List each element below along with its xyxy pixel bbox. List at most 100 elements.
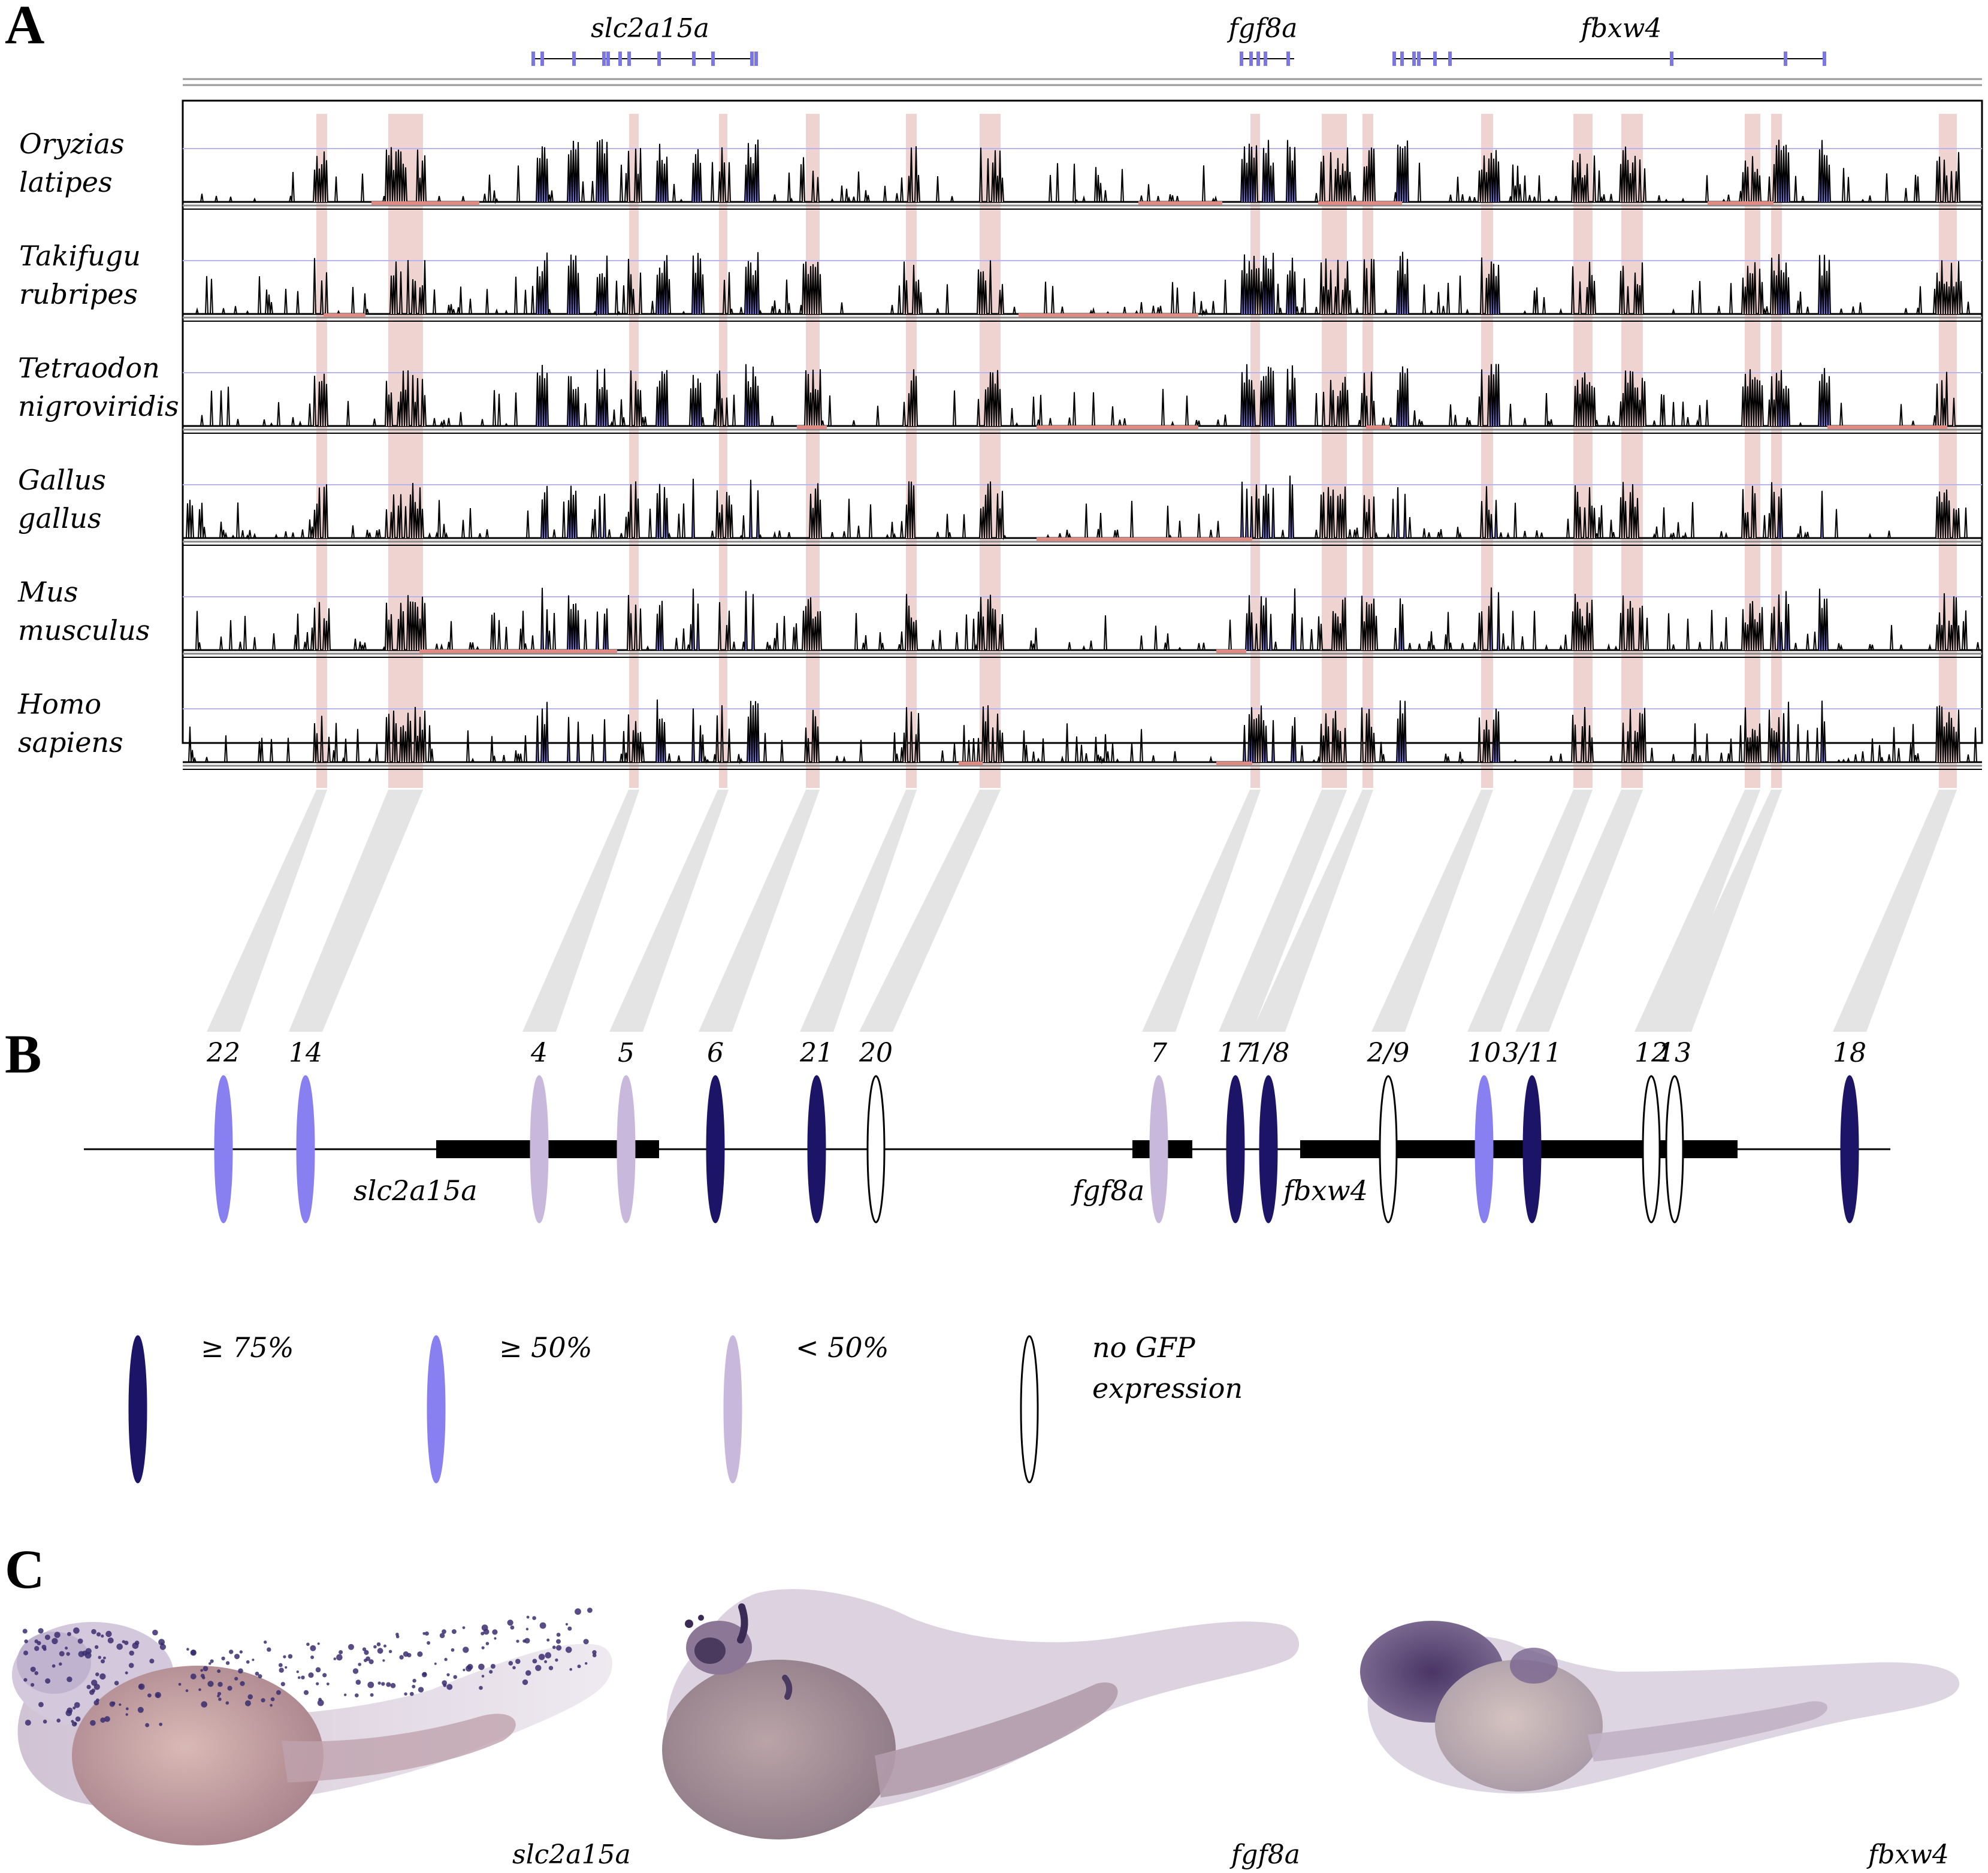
conserved-column	[1322, 114, 1347, 788]
embryo-fgf8a-image	[662, 1589, 1300, 1839]
alignment-connector	[800, 790, 917, 1032]
species-name-line2: musculus	[18, 614, 150, 647]
alignment-connector	[289, 790, 423, 1032]
gene-label-fbxw4: fbxw4	[1579, 13, 1662, 44]
gene-label-fgf8a: fgf8a	[1227, 13, 1298, 44]
vista-plot-panel: slc2a15a fgf8a fbxw4 Oryzias latipes Takifugu…	[17, 13, 1983, 788]
expression-legend: ≥ 75% ≥ 50% < 50% no GFP expression	[128, 1331, 1243, 1484]
exon-mark	[618, 52, 622, 66]
species-name-line1: Mus	[17, 576, 78, 608]
alignment-connectors	[207, 790, 1957, 1032]
species-name-line1: Oryzias	[19, 128, 125, 160]
species-name-line1: Tetraodon	[18, 352, 160, 384]
alignment-connector	[1252, 790, 1373, 1032]
legend-item-lt50: < 50%	[723, 1331, 889, 1484]
element-ellipse	[866, 1075, 886, 1224]
enhancer-element-7: 7	[1149, 1038, 1168, 1224]
enhancer-element-2-9: 2/9	[1367, 1038, 1410, 1224]
enhancer-element-10: 10	[1467, 1038, 1501, 1224]
species-name-line1: Takifugu	[19, 240, 141, 272]
exon-mark	[711, 52, 715, 66]
element-ellipse	[617, 1075, 636, 1224]
conserved-column	[806, 114, 820, 788]
alignment-connector	[1833, 790, 1957, 1032]
element-ellipse	[530, 1075, 549, 1224]
element-number: 20	[859, 1038, 893, 1068]
exon-mark	[606, 52, 610, 66]
embryo-caption-slc2a15a: slc2a15a	[512, 1839, 631, 1870]
exon-mark	[531, 52, 535, 66]
exon-mark	[1784, 52, 1787, 66]
element-ellipse	[1226, 1075, 1245, 1224]
conserved-column	[1745, 114, 1760, 788]
conserved-column	[1362, 114, 1373, 788]
alignment-connector	[1515, 790, 1643, 1032]
element-number: 13	[1658, 1038, 1691, 1068]
legend-label-line2: expression	[1092, 1372, 1243, 1404]
exon-mark	[1256, 52, 1260, 66]
conserved-column	[388, 114, 423, 788]
exon-mark	[572, 52, 576, 66]
exon-mark	[692, 52, 696, 66]
enhancer-element-4: 4	[530, 1038, 549, 1224]
alignment-connector	[1634, 790, 1760, 1032]
element-number: 7	[1150, 1038, 1167, 1068]
element-ellipse	[1522, 1075, 1542, 1224]
conserved-column	[1771, 114, 1782, 788]
species-name-line2: gallus	[18, 502, 102, 534]
alignment-connector	[1142, 790, 1261, 1032]
species-track: Mus musculus	[17, 576, 1982, 658]
enhancer-element-13: 13	[1658, 1038, 1691, 1224]
enhancer-element-1-8: 1/8	[1247, 1038, 1290, 1224]
element-ellipse	[1149, 1075, 1168, 1224]
legend-item-ge50: ≥ 50%	[427, 1331, 592, 1484]
element-ellipse	[1642, 1075, 1661, 1224]
element-number: 22	[206, 1038, 240, 1068]
gene-annotation-track: slc2a15a fgf8a fbxw4	[183, 13, 1982, 86]
panel-a-letter: A	[5, 0, 44, 55]
alignment-connector	[1658, 790, 1782, 1032]
element-number: 21	[799, 1038, 833, 1068]
exon-mark	[750, 52, 754, 66]
conserved-column	[1481, 114, 1493, 788]
species-track: Tetraodon nigroviridis	[18, 352, 1982, 434]
enhancer-element-18: 18	[1833, 1038, 1866, 1224]
conserved-column	[316, 114, 327, 788]
conserved-column	[719, 114, 727, 788]
legend-swatch	[723, 1335, 742, 1484]
exon-mark	[1400, 52, 1404, 66]
enhancer-element-14: 14	[289, 1038, 322, 1224]
species-name-line2: sapiens	[18, 726, 123, 759]
gene-name-fgf8a: fgf8a	[1071, 1174, 1144, 1207]
exon-mark	[540, 52, 544, 66]
exon-mark	[1670, 52, 1673, 66]
element-number: 1/8	[1247, 1038, 1290, 1068]
element-number: 4	[530, 1038, 548, 1068]
alignment-connector	[609, 790, 729, 1032]
element-map-panel: slc2a15a fgf8a fbxw4 22 14 4 5 6 21 20 7 171/8 2/9 10…	[84, 790, 1957, 1484]
legend-swatch	[128, 1335, 147, 1484]
gene-name-slc2a15a: slc2a15a	[354, 1174, 478, 1207]
alignment-connector	[859, 790, 1001, 1032]
enhancer-element-6: 6	[706, 1038, 725, 1224]
exon-mark	[1823, 52, 1826, 66]
conservation-profile	[183, 475, 1982, 540]
element-ellipse	[296, 1075, 315, 1224]
element-number: 12	[1634, 1038, 1668, 1068]
exon-mark	[1448, 52, 1452, 66]
species-track: Homo sapiens	[17, 688, 1982, 770]
exon-mark	[602, 52, 606, 66]
exon-mark	[627, 52, 631, 66]
panel-b-letter: B	[5, 1023, 41, 1084]
panel-c-letter: C	[5, 1539, 44, 1600]
element-number: 10	[1467, 1038, 1501, 1068]
enhancer-element-3-11: 3/11	[1503, 1038, 1561, 1224]
exon-mark	[1249, 52, 1253, 66]
element-number: 5	[618, 1038, 635, 1068]
species-track: Oryzias latipes	[19, 128, 1982, 210]
conserved-column	[629, 114, 639, 788]
element-number: 6	[707, 1038, 724, 1068]
element-ellipse	[1840, 1075, 1859, 1224]
element-number: 2/9	[1367, 1038, 1410, 1068]
gene-label-slc2a15a: slc2a15a	[591, 13, 709, 44]
